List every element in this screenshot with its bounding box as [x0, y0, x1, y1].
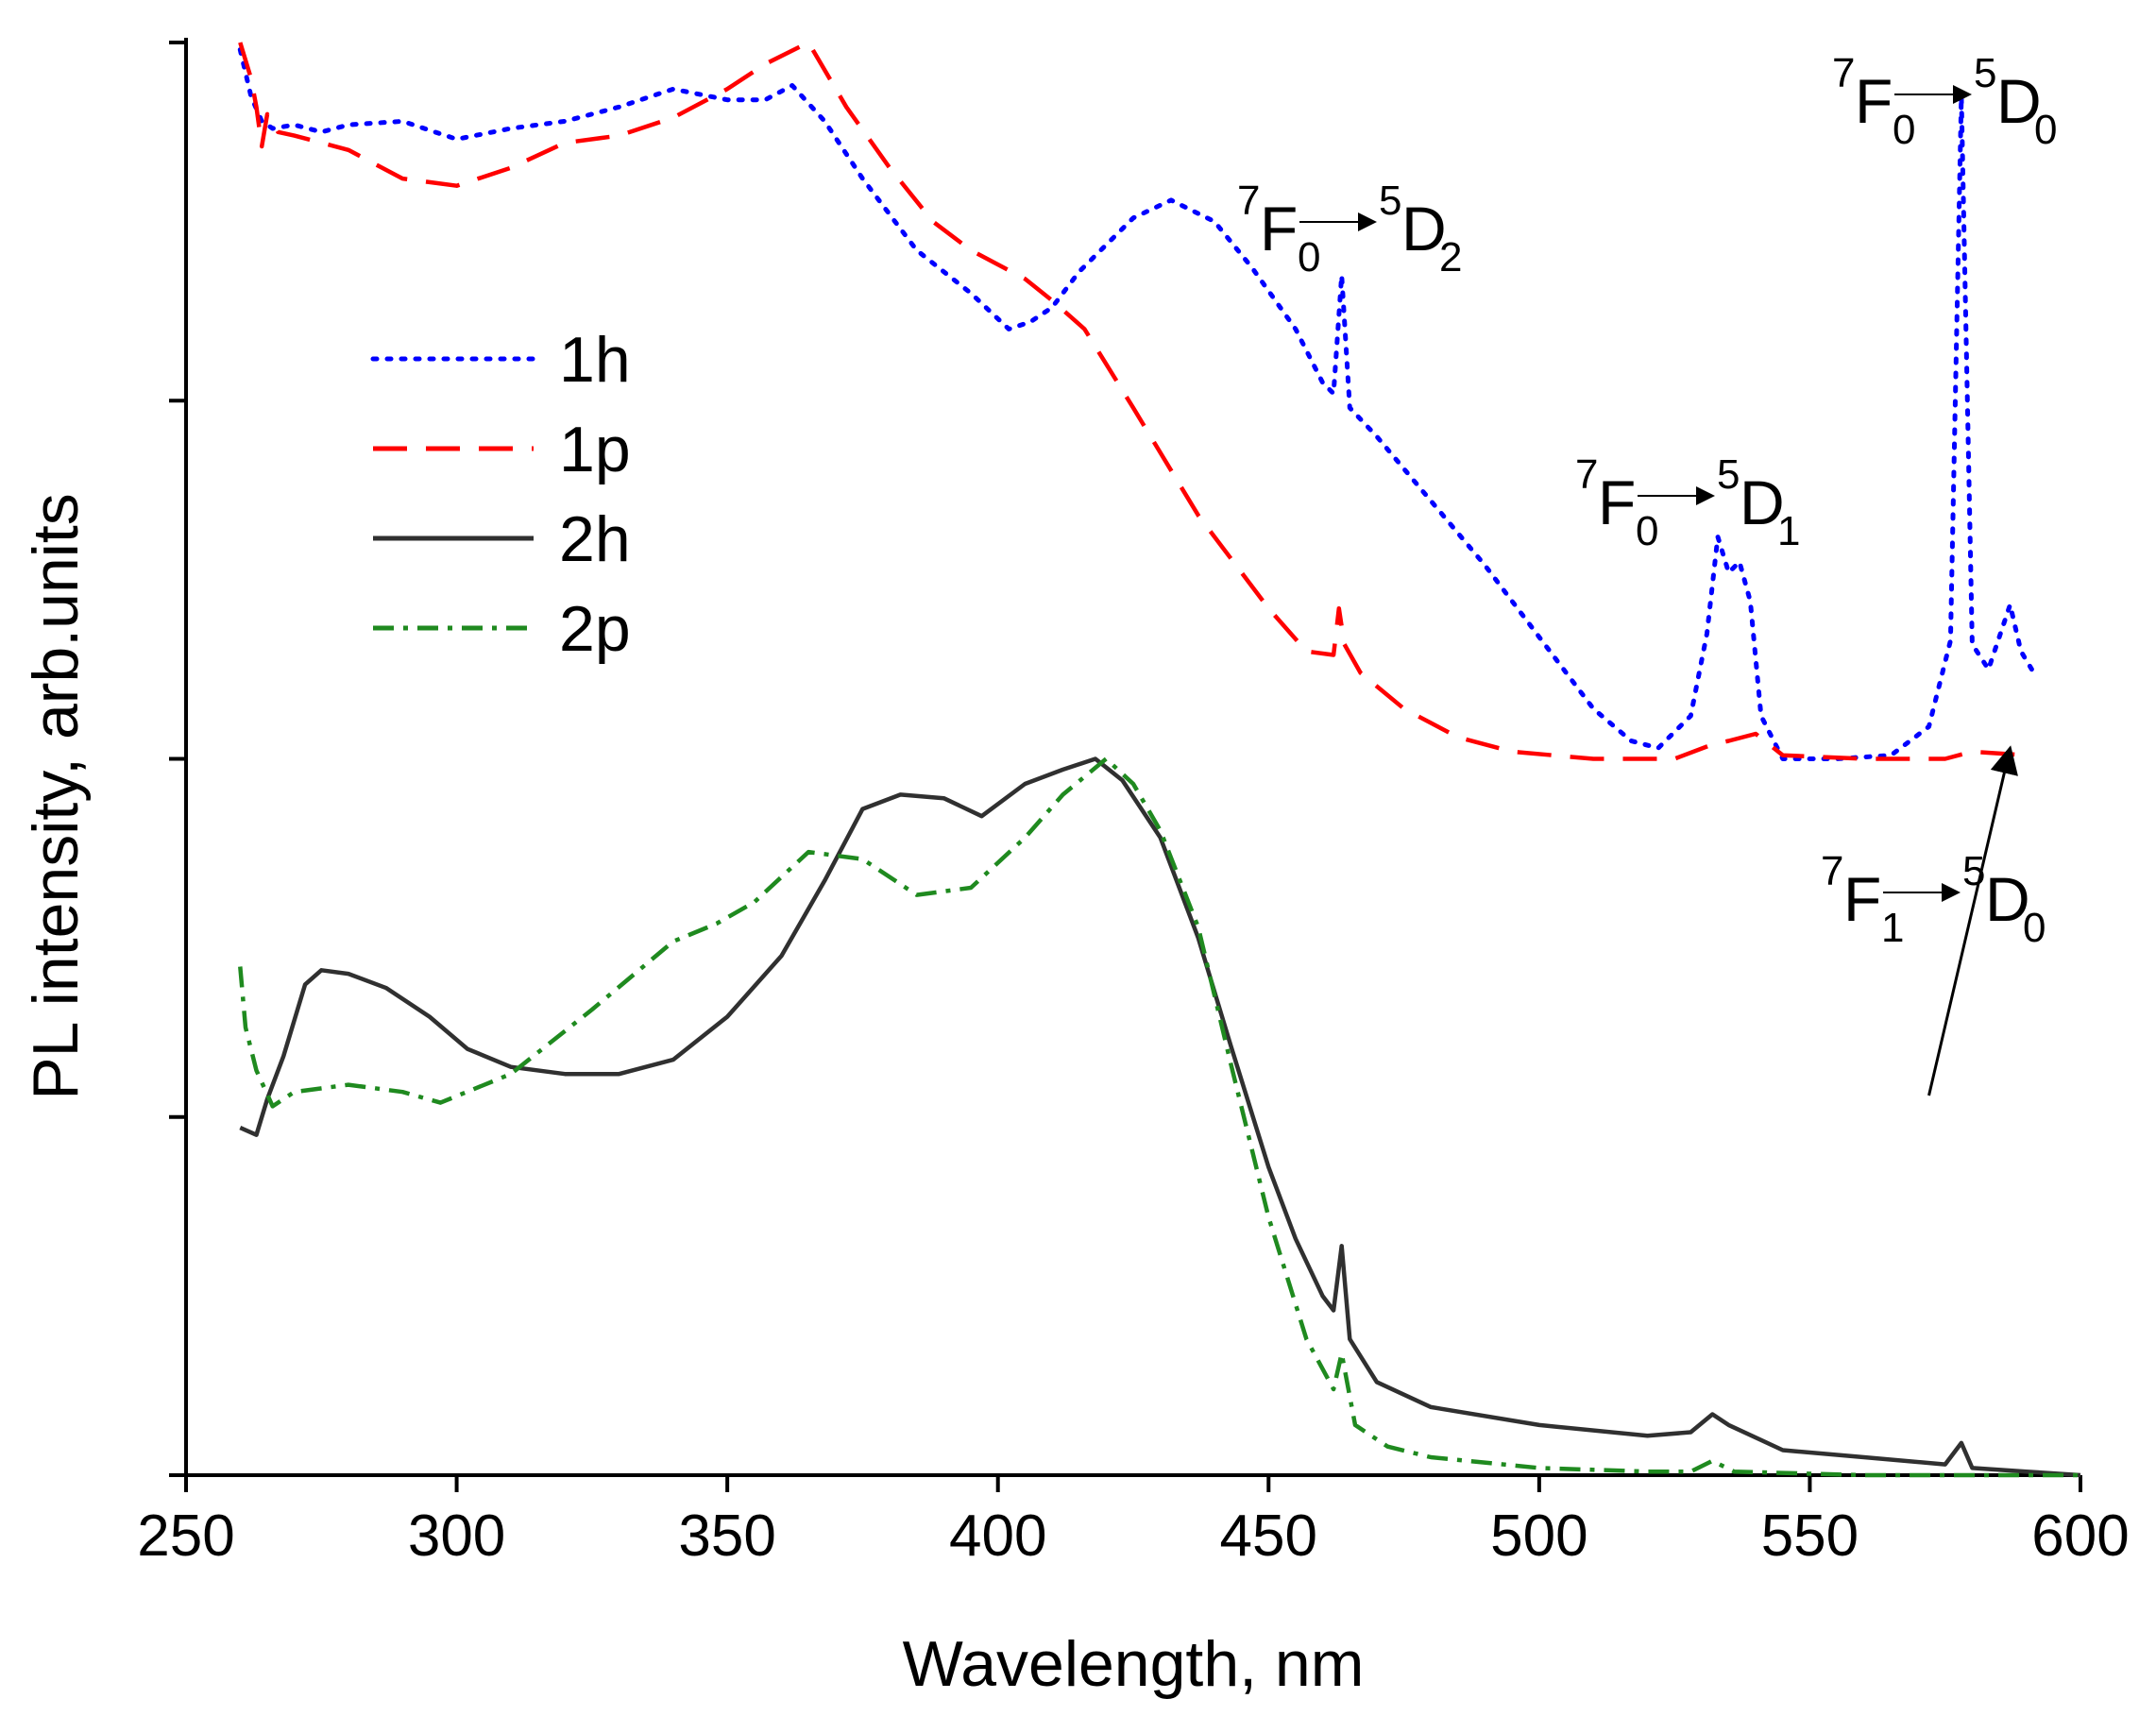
transition-term-b-sub: 0	[2034, 107, 2057, 153]
transition-term-b-sub: 2	[1439, 234, 1462, 280]
transition-label: 7 F 15 D0	[1821, 848, 2046, 951]
legend-label-1p: 1p	[559, 414, 631, 485]
legend-label-2p: 2p	[559, 593, 631, 665]
x-tick-label: 450	[1220, 1504, 1317, 1569]
transition-term-b: D	[1985, 864, 2030, 934]
series-line-1h	[237, 47, 2034, 761]
transition-term-a: F	[1260, 194, 1298, 263]
transition-term-b-sup: 5	[1379, 178, 1401, 224]
transition-label: 7 F 0 5 D1	[1575, 451, 1800, 554]
x-tick-label: 400	[949, 1504, 1046, 1569]
transition-pre-sup: 7	[1821, 848, 1843, 894]
transition-label: 7 F 0 5 D2	[1237, 178, 1462, 280]
series-line-2p	[238, 756, 2080, 1478]
pointer-arrow	[1927, 745, 2018, 1096]
transition-label: 7 F 05 D0	[1832, 50, 2057, 153]
x-tick-label: 550	[1761, 1504, 1859, 1569]
x-tick-label: 500	[1490, 1504, 1587, 1569]
transition-term-b-sup: 5	[1974, 50, 1996, 96]
transition-pre-sup: 7	[1237, 178, 1260, 224]
legend-label-2h: 2h	[559, 503, 631, 575]
series-line-1p	[238, 40, 2027, 761]
legend-label-1h: 1h	[559, 324, 631, 396]
transition-term-a: F	[1855, 66, 1893, 136]
x-tick-label: 350	[678, 1504, 775, 1569]
x-tick-label: 300	[408, 1504, 505, 1569]
transition-pre-sup: 7	[1832, 50, 1855, 96]
transition-term-a-sub: 1	[1881, 905, 1904, 951]
y-axis-title: PL intensity, arb.units	[20, 493, 92, 1100]
transition-term-b: D	[1740, 467, 1785, 537]
transition-term-b: D	[1401, 194, 1447, 263]
transition-term-a-sub: 0	[1893, 107, 1915, 153]
x-axis-title: Wavelength, nm	[903, 1628, 1365, 1700]
transition-term-b-sub: 1	[1777, 508, 1800, 554]
transition-term-b-sup: 5	[1717, 451, 1740, 498]
transition-term-a: F	[1843, 864, 1881, 934]
transition-term-a-sub: 0	[1298, 234, 1320, 280]
x-tick-label: 600	[2031, 1504, 2129, 1569]
transition-term-b-sub: 0	[2023, 905, 2046, 951]
series-line-2h	[239, 756, 2081, 1478]
transition-term-a: F	[1598, 467, 1636, 537]
transition-term-b: D	[1996, 66, 2042, 136]
x-tick-label: 250	[137, 1504, 234, 1569]
transition-term-a-sub: 0	[1636, 508, 1658, 554]
transition-pre-sup: 7	[1575, 451, 1598, 498]
